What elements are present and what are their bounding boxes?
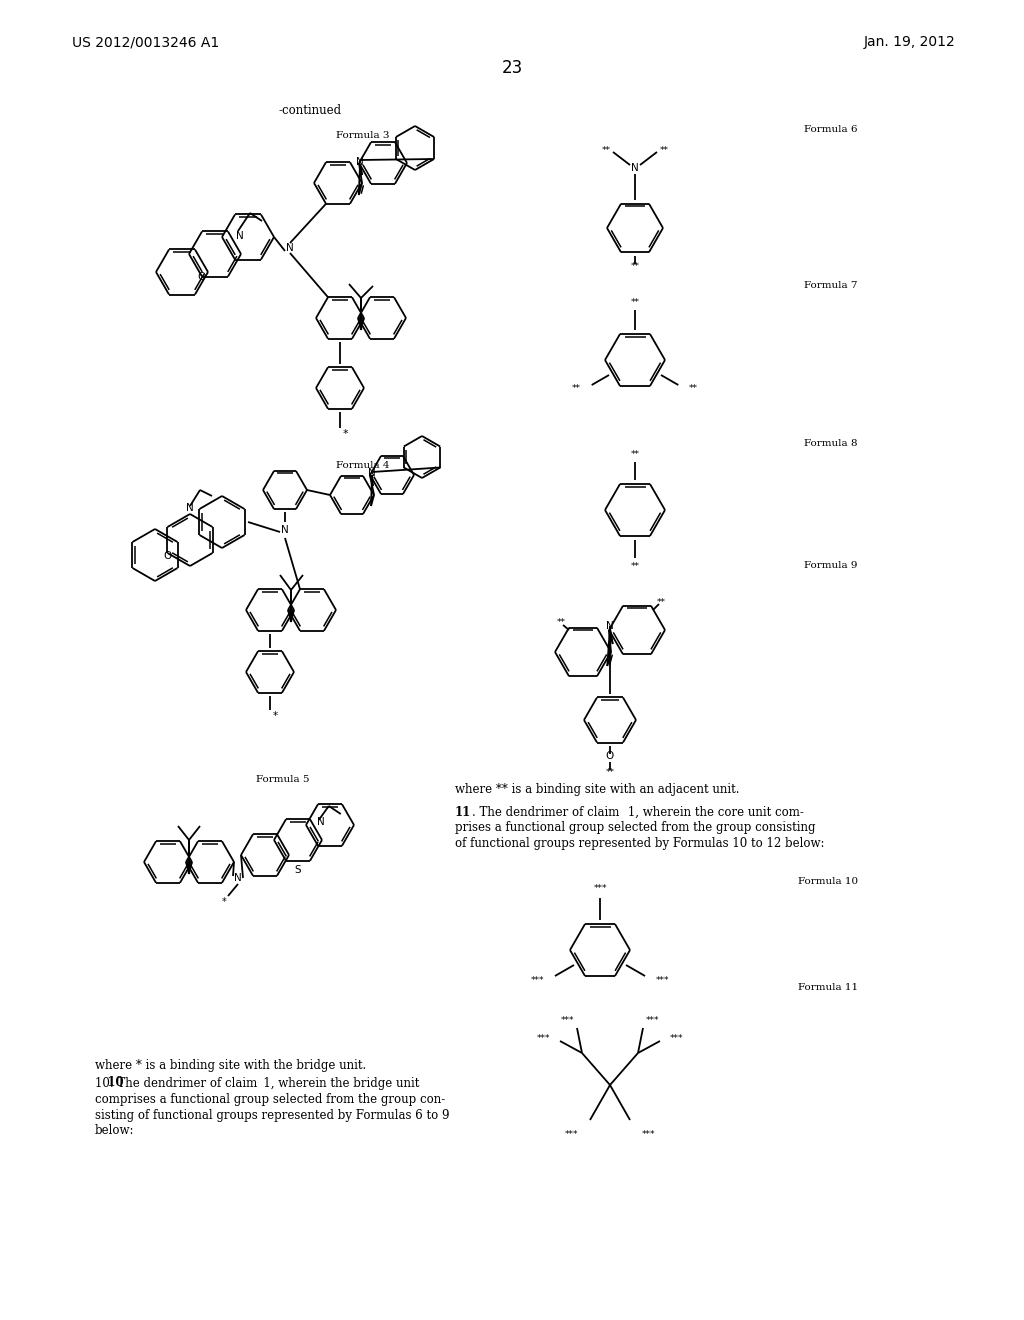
Text: N: N <box>631 162 639 173</box>
Text: **: ** <box>656 598 666 606</box>
Text: ***: *** <box>537 1035 550 1044</box>
Text: ***: *** <box>646 1015 659 1024</box>
Text: Formula 5: Formula 5 <box>256 776 310 784</box>
Text: **: ** <box>605 767 614 776</box>
Text: **: ** <box>631 297 640 306</box>
Text: ***: *** <box>593 883 607 892</box>
Text: Jan. 19, 2012: Jan. 19, 2012 <box>863 36 955 49</box>
Text: Formula 3: Formula 3 <box>337 131 390 140</box>
Text: **: ** <box>631 450 640 458</box>
Text: where * is a binding site with the bridge unit.: where * is a binding site with the bridg… <box>95 1059 367 1072</box>
Text: of functional groups represented by Formulas 10 to 12 below:: of functional groups represented by Form… <box>455 837 824 850</box>
Text: N: N <box>282 525 289 535</box>
Text: O: O <box>606 751 614 762</box>
Text: *: * <box>343 429 348 440</box>
Text: ***: *** <box>530 977 545 986</box>
Text: ***: *** <box>670 1035 683 1044</box>
Text: Formula 11: Formula 11 <box>798 983 858 993</box>
Text: **: ** <box>659 145 669 154</box>
Text: N: N <box>186 503 194 513</box>
Text: S: S <box>295 865 301 875</box>
Text: **: ** <box>689 384 698 393</box>
Text: N: N <box>234 873 242 883</box>
Text: N: N <box>356 157 364 168</box>
Text: 23: 23 <box>502 59 522 77</box>
Text: 10: 10 <box>95 1077 124 1089</box>
Text: Formula 8: Formula 8 <box>805 438 858 447</box>
Text: Formula 6: Formula 6 <box>805 125 858 135</box>
Text: ***: *** <box>655 977 670 986</box>
Text: O: O <box>163 550 171 561</box>
Text: N: N <box>316 817 325 828</box>
Text: below:: below: <box>95 1125 134 1138</box>
Text: where ** is a binding site with an adjacent unit.: where ** is a binding site with an adjac… <box>455 784 739 796</box>
Text: prises a functional group selected from the group consisting: prises a functional group selected from … <box>455 821 815 834</box>
Text: Formula 7: Formula 7 <box>805 281 858 289</box>
Text: 11: 11 <box>455 805 471 818</box>
Text: N: N <box>368 469 376 478</box>
Text: **: ** <box>571 384 581 393</box>
Text: **: ** <box>601 145 610 154</box>
Text: *: * <box>221 898 226 907</box>
Text: **: ** <box>556 618 565 627</box>
Text: Formula 10: Formula 10 <box>798 878 858 887</box>
Text: O: O <box>198 272 206 281</box>
Text: -continued: -continued <box>279 103 342 116</box>
Text: comprises a functional group selected from the group con-: comprises a functional group selected fr… <box>95 1093 445 1106</box>
Text: **: ** <box>631 261 640 271</box>
Text: N: N <box>236 231 244 242</box>
Text: Formula 9: Formula 9 <box>805 561 858 569</box>
Text: N: N <box>286 243 294 253</box>
Text: US 2012/0013246 A1: US 2012/0013246 A1 <box>72 36 219 49</box>
Text: ***: *** <box>642 1130 655 1139</box>
Text: **: ** <box>631 561 640 570</box>
Text: N: N <box>606 620 613 631</box>
Text: ***: *** <box>564 1130 578 1139</box>
Text: ***: *** <box>560 1015 574 1024</box>
Text: 10. The dendrimer of claim  1, wherein the bridge unit: 10. The dendrimer of claim 1, wherein th… <box>95 1077 420 1089</box>
Text: Formula 4: Formula 4 <box>337 461 390 470</box>
Text: sisting of functional groups represented by Formulas 6 to 9: sisting of functional groups represented… <box>95 1109 450 1122</box>
Text: *: * <box>273 711 279 721</box>
Text: . The dendrimer of claim   1, wherein the core unit com-: . The dendrimer of claim 1, wherein the … <box>472 805 804 818</box>
